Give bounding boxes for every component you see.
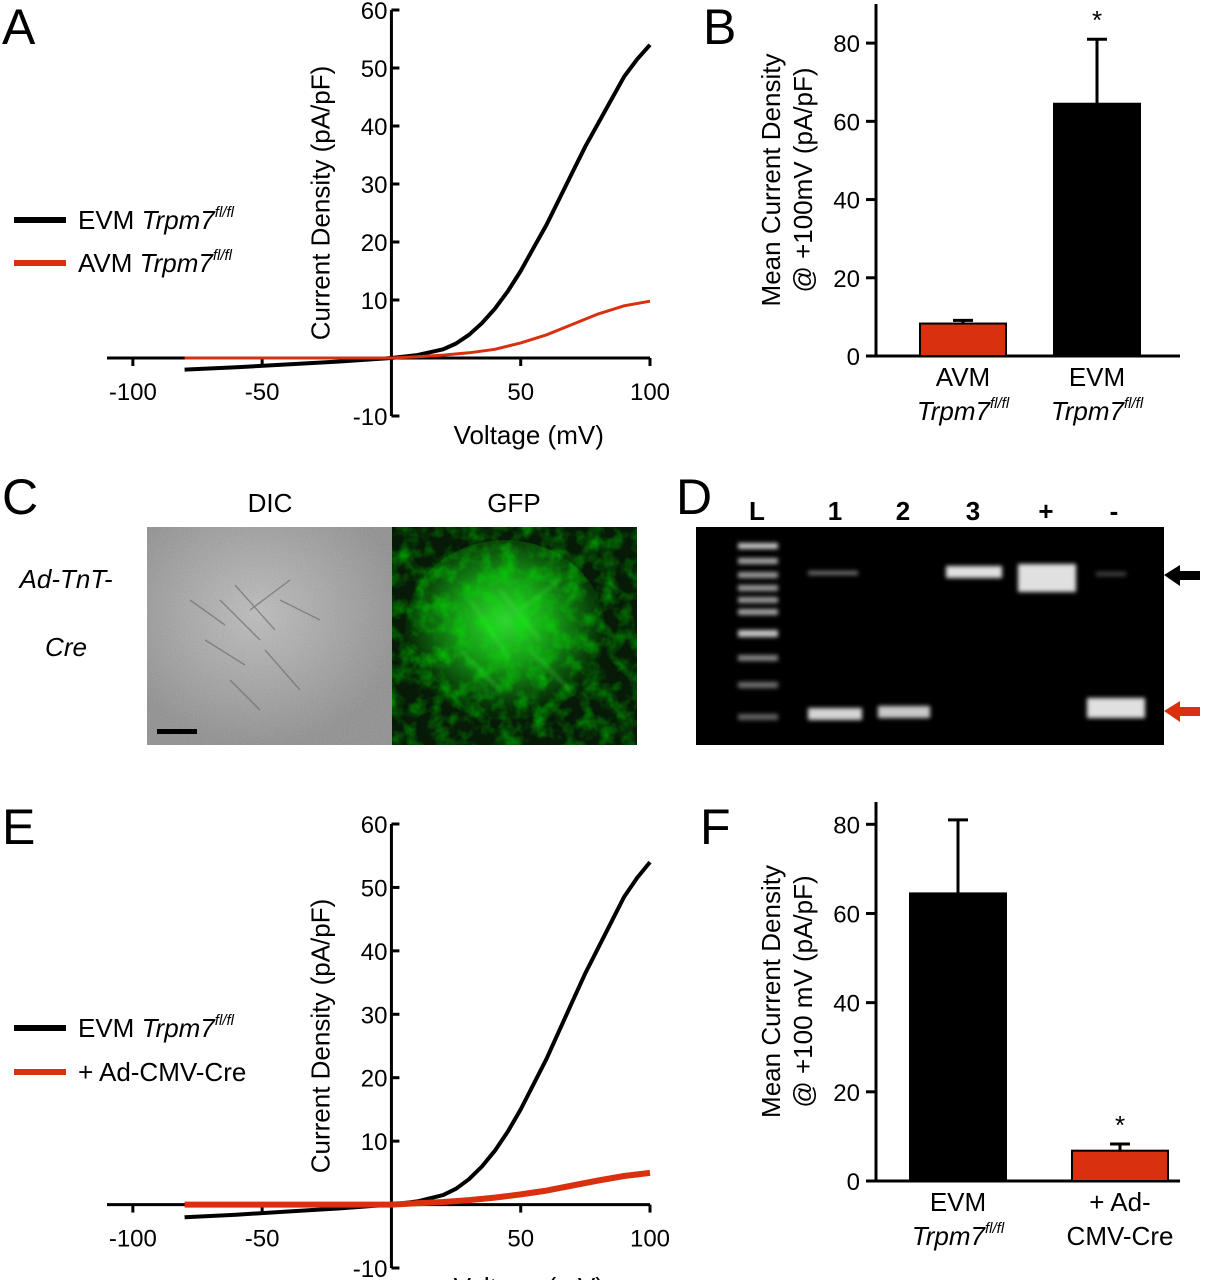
x-tick-label: 50: [507, 379, 534, 406]
y-tick-label: 20: [361, 1066, 388, 1093]
y-tick-label: 60: [833, 901, 860, 928]
ad-tnt-cre-label-line1: Ad-TnT-: [18, 564, 113, 594]
gfp-image: [392, 527, 637, 745]
category-label-line2: Trpm7fl/fl: [912, 1220, 1005, 1251]
y-tick-label: -10: [353, 1256, 388, 1280]
y-tick-label: 30: [361, 172, 388, 199]
y-tick-label: 40: [361, 939, 388, 966]
bar-chart-b: 020406080AVMTrpm7fl/fl*EVMTrpm7fl/flMean…: [756, 4, 1180, 426]
y-axis-label-line1: Mean Current Density: [756, 865, 786, 1118]
legend-label: AVM Trpm7fl/fl: [78, 247, 233, 278]
bar-1: [919, 322, 1007, 358]
legend-label: + Ad-CMV-Cre: [78, 1057, 246, 1087]
bar-2: [1053, 102, 1141, 357]
y-tick-label: 20: [361, 230, 388, 257]
y-tick-label: 80: [833, 31, 860, 58]
x-tick-label: 100: [630, 379, 670, 406]
significance-star: *: [1115, 1110, 1125, 1140]
category-label-line2: Trpm7fl/fl: [1051, 395, 1144, 426]
gfp-title: GFP: [487, 488, 540, 518]
y-tick-label: 40: [833, 991, 860, 1018]
x-tick-label: -100: [109, 1226, 157, 1253]
y-tick-label: 60: [361, 0, 388, 25]
panel-letter-d: D: [676, 469, 712, 525]
category-label-line2: CMV-Cre: [1067, 1221, 1174, 1251]
y-tick-label: 0: [847, 1169, 860, 1196]
x-tick-label: -50: [245, 1226, 280, 1253]
y-tick-label: 60: [833, 109, 860, 136]
x-axis-label: Voltage (mV): [454, 1272, 604, 1280]
gel-panel: L 1 2 3 + -: [696, 496, 1200, 745]
y-tick-label: 40: [361, 114, 388, 141]
series-line-1: [184, 860, 652, 1220]
y-axis-label-line2: @ +100mV (pA/pF): [788, 67, 818, 292]
y-tick-label: 10: [361, 1129, 388, 1156]
lane-label-1: 1: [828, 496, 842, 526]
significance-star: *: [1092, 5, 1102, 35]
y-tick-label: 10: [361, 288, 388, 315]
y-tick-label: 30: [361, 1002, 388, 1029]
arrow-lower-red: [1164, 701, 1200, 722]
panel-letter-e: E: [2, 799, 35, 855]
bar-2: [1071, 1149, 1169, 1183]
legend-label: EVM Trpm7fl/fl: [78, 204, 235, 235]
category-label-line1: EVM: [1069, 362, 1125, 392]
ad-tnt-cre-label-line2: Cre: [45, 632, 87, 662]
y-axis-label-line2: @ +100 mV (pA/pF): [788, 875, 818, 1107]
y-tick-label: 40: [833, 188, 860, 215]
panel-letter-b: B: [703, 0, 736, 55]
arrow-upper-black: [1164, 565, 1200, 586]
x-axis-label: Voltage (mV): [454, 420, 604, 450]
panel-letter-c: C: [2, 469, 38, 525]
iv-curve-chart-e: -100 -50 50 100 -10 10 20 30 40 50 60 Voltage (mV) C…: [14, 812, 670, 1280]
category-label-line2: Trpm7fl/fl: [917, 395, 1010, 426]
gel-bands: [808, 564, 1145, 720]
panel-letter-a: A: [2, 0, 36, 55]
lane-label-plus: +: [1038, 496, 1053, 526]
x-tick-label: -50: [245, 379, 280, 406]
scale-bar: [157, 729, 197, 734]
y-tick-label: 0: [847, 344, 860, 371]
y-tick-label: -10: [353, 404, 388, 431]
lane-label-2: 2: [896, 496, 910, 526]
lane-label-l: L: [749, 496, 765, 526]
x-tick-label: -100: [109, 379, 157, 406]
y-tick-label: 20: [833, 1080, 860, 1107]
y-axis-label-line1: Mean Current Density: [756, 54, 786, 307]
y-tick-label: 20: [833, 266, 860, 293]
y-tick-label: 60: [361, 812, 388, 839]
category-label-line1: AVM: [936, 362, 990, 392]
y-tick-label: 50: [361, 875, 388, 902]
legend-label: EVM Trpm7fl/fl: [78, 1012, 235, 1043]
bar-1: [909, 892, 1007, 1182]
category-label-line1: + Ad-: [1089, 1187, 1150, 1217]
dic-image: [147, 527, 392, 745]
series-line-2: [184, 1169, 651, 1208]
iv-curve-chart-a: -100 -50 50 100 -10 10 20 30 40 50 60 Voltage (mV) C…: [14, 0, 670, 450]
category-label-line1: EVM: [930, 1187, 986, 1217]
panel-letter-f: F: [700, 799, 731, 855]
y-axis-label: Current Density (pA/pF): [305, 66, 335, 341]
series-line-2: [184, 299, 651, 360]
panel-c-images: DIC GFP Ad-TnT- Cre: [18, 488, 637, 745]
y-tick-label: 50: [361, 56, 388, 83]
y-axis-label: Current Density (pA/pF): [305, 899, 335, 1174]
lane-label-minus: -: [1110, 496, 1119, 526]
x-tick-label: 100: [630, 1226, 670, 1253]
lane-label-3: 3: [966, 496, 980, 526]
dic-title: DIC: [248, 488, 293, 518]
ladder-bands: [738, 543, 778, 720]
y-tick-label: 80: [833, 812, 860, 839]
x-tick-label: 50: [507, 1226, 534, 1253]
